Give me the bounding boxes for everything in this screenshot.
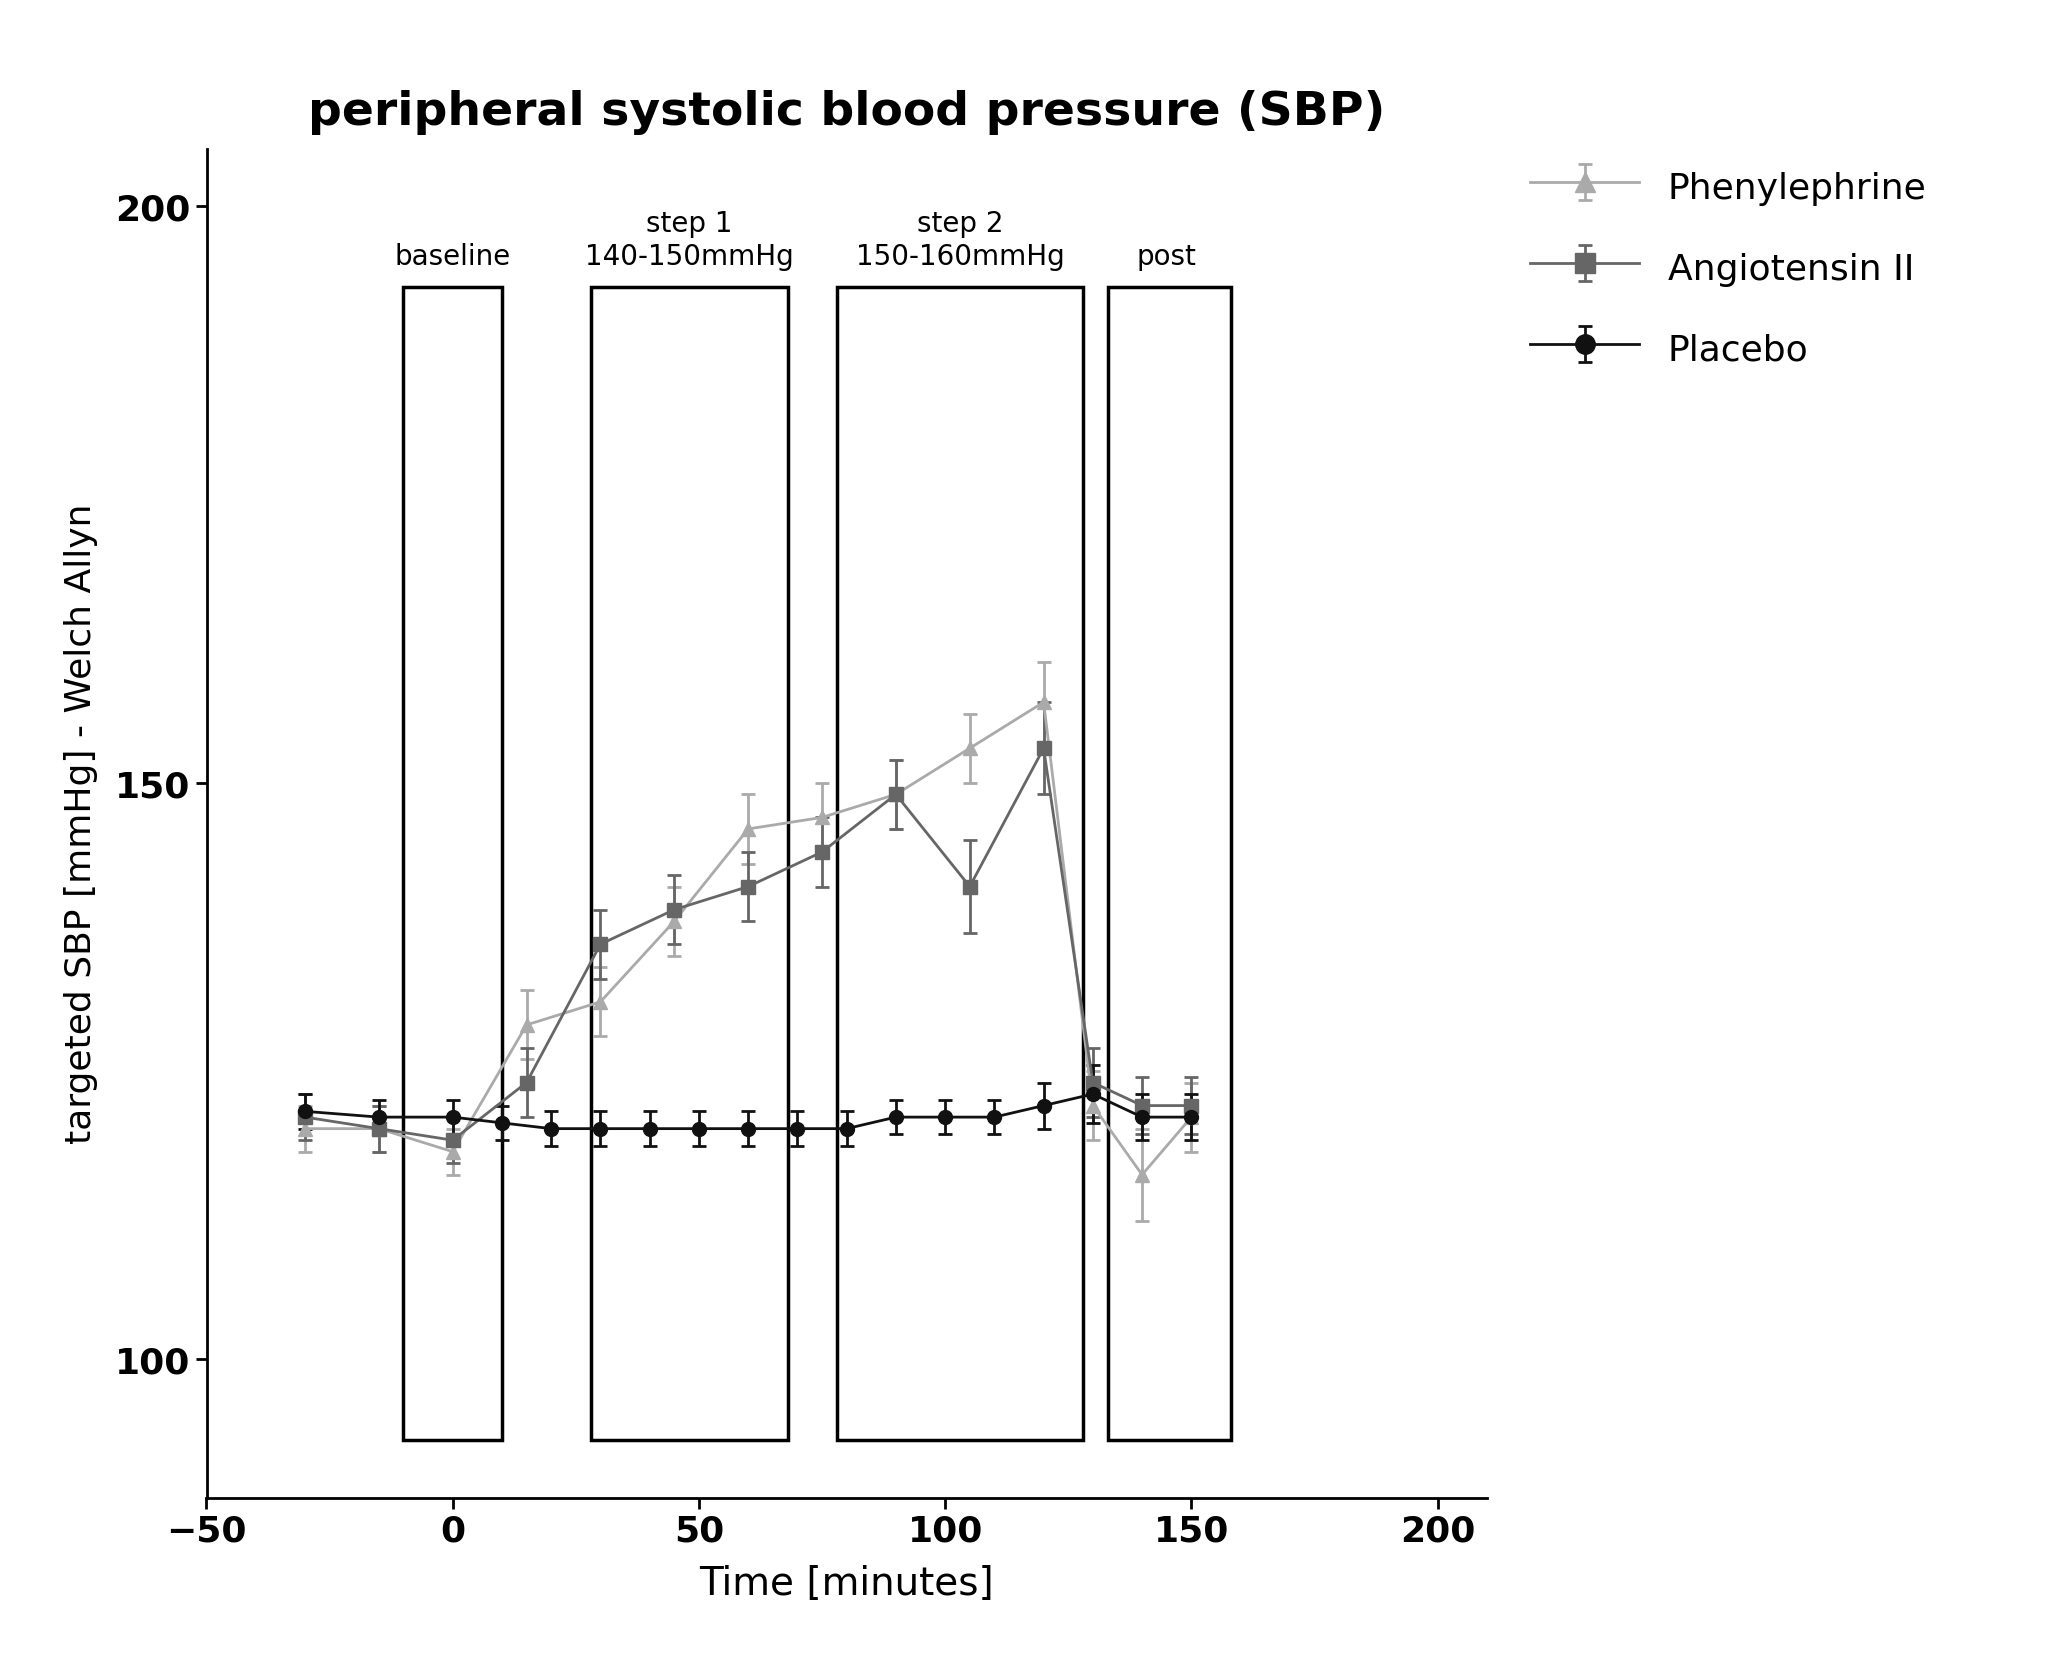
- Bar: [1107, 288, 1231, 1439]
- Bar: [836, 288, 1082, 1439]
- Bar: [403, 288, 502, 1439]
- Text: step 2
150-160mmHg: step 2 150-160mmHg: [855, 210, 1063, 271]
- Bar: [591, 288, 787, 1439]
- Title: peripheral systolic blood pressure (SBP): peripheral systolic blood pressure (SBP): [308, 90, 1386, 135]
- Text: step 1
140-150mmHg: step 1 140-150mmHg: [584, 210, 793, 271]
- Text: post: post: [1138, 243, 1196, 271]
- X-axis label: Time [minutes]: Time [minutes]: [700, 1564, 993, 1602]
- Y-axis label: targeted SBP [mmHg] - Welch Allyn: targeted SBP [mmHg] - Welch Allyn: [64, 504, 99, 1143]
- Text: baseline: baseline: [394, 243, 510, 271]
- Legend: Phenylephrine, Angiotensin II, Placebo: Phenylephrine, Angiotensin II, Placebo: [1530, 168, 1927, 368]
